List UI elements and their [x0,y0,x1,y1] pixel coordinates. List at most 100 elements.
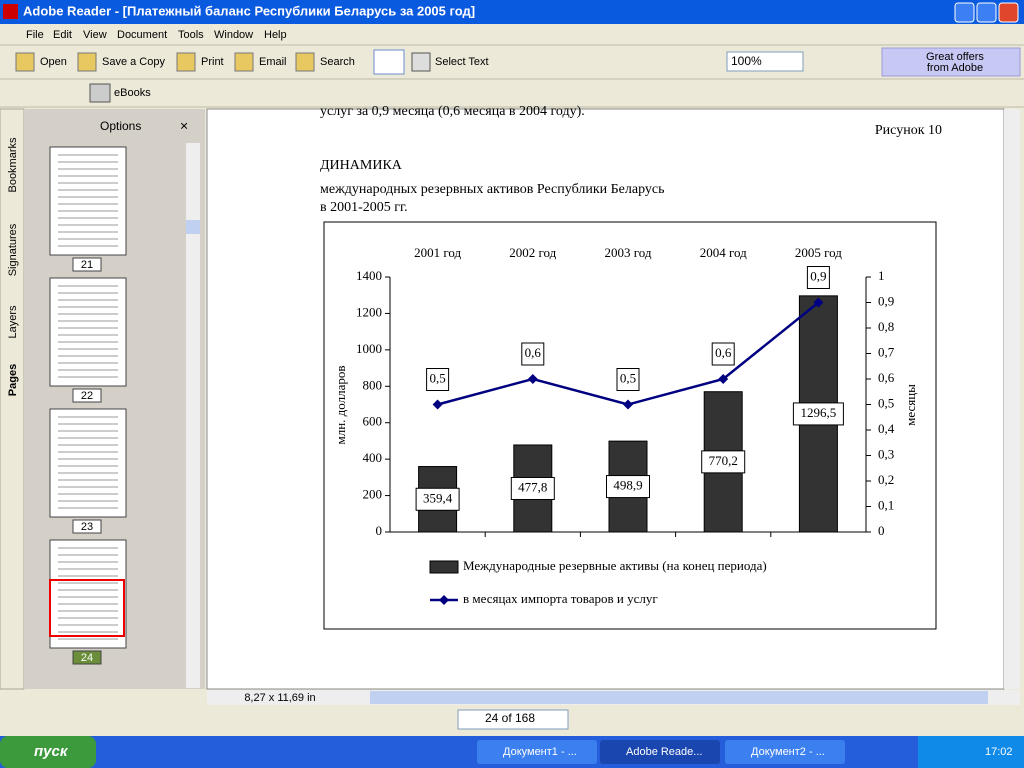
thumbnail-label[interactable]: 23 [81,521,93,533]
close-button[interactable] [998,2,1019,23]
document-subtitle: международных резервных активов Республи… [320,182,665,197]
category-label: 2002 год [509,245,556,260]
data-label-box [415,487,460,511]
line-marker [527,374,538,384]
y2-tick-label: 0,6 [878,370,895,385]
data-label-box [606,475,650,499]
document-subtitle: в 2001-2005 гг. [320,200,408,215]
category-label: 2005 год [795,245,842,260]
app-icon [3,4,18,19]
data-label: 1296,5 [801,405,837,420]
select-text-button[interactable]: Select Text [435,56,489,68]
toolbar-button[interactable]: Email [259,56,287,68]
hand-tool[interactable] [373,49,405,75]
task-button[interactable] [477,740,597,764]
toolbar-button[interactable]: Save a Copy [102,56,165,68]
zoom-value: 100% [731,54,762,68]
promo-banner[interactable] [881,47,1021,77]
data-label: 770,2 [709,453,738,468]
page-size: 8,27 x 11,69 in [244,692,315,704]
y-tick-label: 1200 [356,304,382,319]
thumbnail-label-box [72,257,102,272]
toolbar-button[interactable]: Search [320,56,355,68]
page-thumbnail[interactable] [49,277,127,387]
data-label-box [711,342,735,366]
thumbnail-label[interactable]: 22 [81,390,93,402]
page-thumbnail[interactable] [49,408,127,518]
y-axis-label: млн. долларов [333,366,348,445]
y2-tick-label: 0,9 [878,293,894,308]
legend-label: Международные резервные активы (на конец… [463,558,767,573]
task-button[interactable] [725,740,845,764]
promo-text: Great offers [926,51,984,63]
button-icon [176,52,196,72]
y2-tick-label: 0,8 [878,319,894,334]
y2-tick-label: 0,4 [878,421,895,436]
maximize-button[interactable] [976,2,997,23]
thumbnail-label[interactable]: 24 [81,652,93,664]
menu-item[interactable]: Window [214,29,253,41]
clock: 17:02 [985,746,1013,758]
sidebar-tab[interactable]: Pages [7,364,19,396]
menu-item[interactable]: View [83,29,107,41]
page-field[interactable] [457,709,569,730]
data-label: 0,5 [620,370,636,385]
document-heading: ДИНАМИКА [320,158,403,173]
data-label: 0,9 [810,268,826,283]
toolbar-button[interactable]: Print [201,56,224,68]
menu-item[interactable]: Tools [178,29,204,41]
thumbnail-label[interactable]: 21 [81,259,93,271]
close-sidebar[interactable]: × [180,118,188,134]
menu-item[interactable]: File [26,29,44,41]
sidebar-tab[interactable]: Bookmarks [7,137,19,193]
ebooks-icon [89,83,111,103]
page-number: 24 of 168 [485,711,535,725]
line-marker [432,399,443,410]
data-label-box [510,476,555,500]
y-tick-label: 400 [363,450,383,465]
options-menu[interactable]: Options [100,119,141,133]
task-label: Документ1 - ... [503,746,577,758]
toolbar-button[interactable]: Open [40,56,67,68]
line-marker [718,374,729,384]
select-icon [411,52,431,72]
sidebar-tab[interactable]: Layers [7,305,19,339]
start-label: пуск [34,743,69,760]
start-button[interactable] [0,736,96,768]
legend-swatch [429,560,459,574]
line-marker [813,297,824,308]
sidebar-tab[interactable]: Signatures [7,223,19,276]
tab-strip [0,108,25,690]
button-icon [77,52,97,72]
category-label: 2003 год [605,245,652,260]
sidebar-scrollbar[interactable] [186,143,200,688]
menu-item[interactable]: Edit [53,29,72,41]
window-title: Adobe Reader - [Платежный баланс Республ… [23,3,475,18]
page-thumbnail[interactable] [49,146,127,256]
y2-tick-label: 0,1 [878,497,894,512]
button-icon [15,52,35,72]
scroll-thumb[interactable] [370,691,988,704]
scroll-thumb[interactable] [186,220,200,234]
y-tick-label: 0 [376,523,383,538]
title-bar [0,0,1024,24]
thumbnail-label-box [72,388,102,403]
vertical-scrollbar[interactable] [1004,109,1020,689]
page-thumbnail[interactable] [49,539,127,649]
zoom-box[interactable] [726,51,804,72]
y2-tick-label: 0,5 [878,395,894,410]
y-tick-label: 200 [363,487,383,502]
menu-item[interactable]: Help [264,29,287,41]
button-icon [295,52,315,72]
y-tick-label: 600 [363,414,383,429]
task-label: Документ2 - ... [751,746,825,758]
minimize-button[interactable] [954,2,975,23]
y-tick-label: 800 [363,377,383,392]
legend-marker [439,595,449,605]
category-label: 2004 год [700,245,747,260]
ebooks-button[interactable]: eBooks [114,87,151,99]
task-button[interactable] [600,740,720,764]
data-label-box [806,266,830,289]
y-tick-label: 1000 [356,341,382,356]
menu-item[interactable]: Document [117,29,167,41]
